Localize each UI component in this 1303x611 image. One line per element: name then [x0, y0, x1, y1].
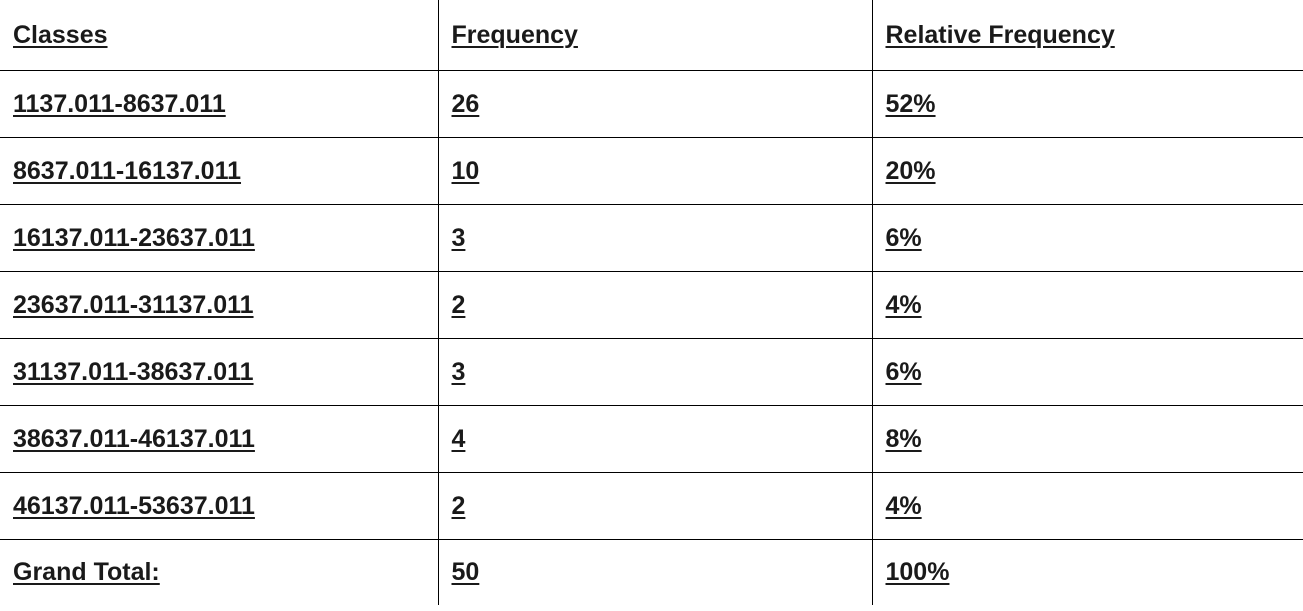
table-row: 46137.011-53637.011 2 4% [0, 472, 1303, 540]
table-row: 1137.011-8637.011 26 52% [0, 70, 1303, 138]
class-cell: 16137.011-23637.011 [0, 204, 439, 272]
frequency-cell: 26 [437, 70, 873, 138]
table-row: 8637.011-16137.011 10 20% [0, 137, 1303, 205]
class-cell: 46137.011-53637.011 [0, 472, 439, 540]
grand-total-relative-frequency: 100% [871, 539, 1303, 605]
header-frequency: Frequency [437, 0, 873, 71]
relative-frequency-cell: 6% [871, 204, 1303, 272]
frequency-cell: 2 [437, 271, 873, 339]
class-cell: 31137.011-38637.011 [0, 338, 439, 406]
relative-frequency-cell: 20% [871, 137, 1303, 205]
relative-frequency-cell: 6% [871, 338, 1303, 406]
frequency-cell: 2 [437, 472, 873, 540]
header-relative-frequency: Relative Frequency [871, 0, 1303, 71]
frequency-cell: 3 [437, 204, 873, 272]
class-cell: 38637.011-46137.011 [0, 405, 439, 473]
relative-frequency-cell: 4% [871, 472, 1303, 540]
table-header-row: Classes Frequency Relative Frequency [0, 0, 1303, 71]
frequency-cell: 4 [437, 405, 873, 473]
frequency-cell: 3 [437, 338, 873, 406]
class-cell: 1137.011-8637.011 [0, 70, 439, 138]
table-row: 23637.011-31137.011 2 4% [0, 271, 1303, 339]
table-row: 31137.011-38637.011 3 6% [0, 338, 1303, 406]
relative-frequency-cell: 8% [871, 405, 1303, 473]
class-cell: 8637.011-16137.011 [0, 137, 439, 205]
grand-total-row: Grand Total: 50 100% [0, 539, 1303, 605]
relative-frequency-cell: 52% [871, 70, 1303, 138]
grand-total-label: Grand Total: [0, 539, 439, 605]
table-row: 16137.011-23637.011 3 6% [0, 204, 1303, 272]
table-row: 38637.011-46137.011 4 8% [0, 405, 1303, 473]
header-classes: Classes [0, 0, 439, 71]
frequency-cell: 10 [437, 137, 873, 205]
relative-frequency-cell: 4% [871, 271, 1303, 339]
grand-total-frequency: 50 [437, 539, 873, 605]
class-cell: 23637.011-31137.011 [0, 271, 439, 339]
